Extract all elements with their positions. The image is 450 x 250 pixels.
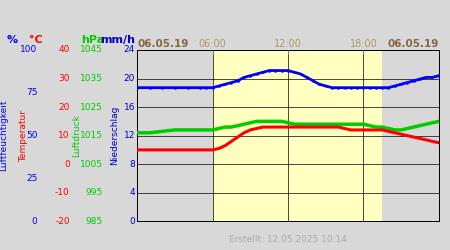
Text: 24: 24 <box>124 46 135 54</box>
Text: 995: 995 <box>86 188 103 197</box>
Text: 06.05.19: 06.05.19 <box>137 39 189 49</box>
Text: 16: 16 <box>123 102 135 112</box>
Text: 06.05.19: 06.05.19 <box>387 39 439 49</box>
Text: 50: 50 <box>26 131 37 140</box>
Text: Temperatur: Temperatur <box>19 110 28 162</box>
Text: 985: 985 <box>86 217 103 226</box>
Text: Luftfeuchtigkeit: Luftfeuchtigkeit <box>0 100 8 172</box>
Text: 10: 10 <box>58 131 70 140</box>
Text: hPa: hPa <box>81 35 104 45</box>
Text: 0: 0 <box>64 160 70 169</box>
Text: 0: 0 <box>129 217 135 226</box>
Text: 40: 40 <box>58 46 70 54</box>
Text: Erstellt: 12.05.2025 10:14: Erstellt: 12.05.2025 10:14 <box>229 235 347 244</box>
Text: %: % <box>7 35 18 45</box>
Text: °C: °C <box>29 35 43 45</box>
Text: 1005: 1005 <box>80 160 103 169</box>
Text: 1025: 1025 <box>80 102 103 112</box>
Text: -20: -20 <box>55 217 70 226</box>
Text: 25: 25 <box>26 174 37 183</box>
Bar <box>212 50 382 221</box>
Text: mm/h: mm/h <box>100 35 135 45</box>
Text: 30: 30 <box>58 74 70 83</box>
Text: 20: 20 <box>58 102 70 112</box>
Text: 12: 12 <box>124 131 135 140</box>
Text: 1015: 1015 <box>80 131 103 140</box>
Text: -10: -10 <box>55 188 70 197</box>
Text: 8: 8 <box>129 160 135 169</box>
Text: 4: 4 <box>130 188 135 197</box>
Text: Niederschlag: Niederschlag <box>110 106 119 165</box>
Text: 100: 100 <box>20 46 37 54</box>
Text: Luftdruck: Luftdruck <box>72 114 81 157</box>
Text: 75: 75 <box>26 88 37 97</box>
Text: 20: 20 <box>124 74 135 83</box>
Text: 1045: 1045 <box>80 46 103 54</box>
Text: 1035: 1035 <box>80 74 103 83</box>
Text: 0: 0 <box>32 217 37 226</box>
